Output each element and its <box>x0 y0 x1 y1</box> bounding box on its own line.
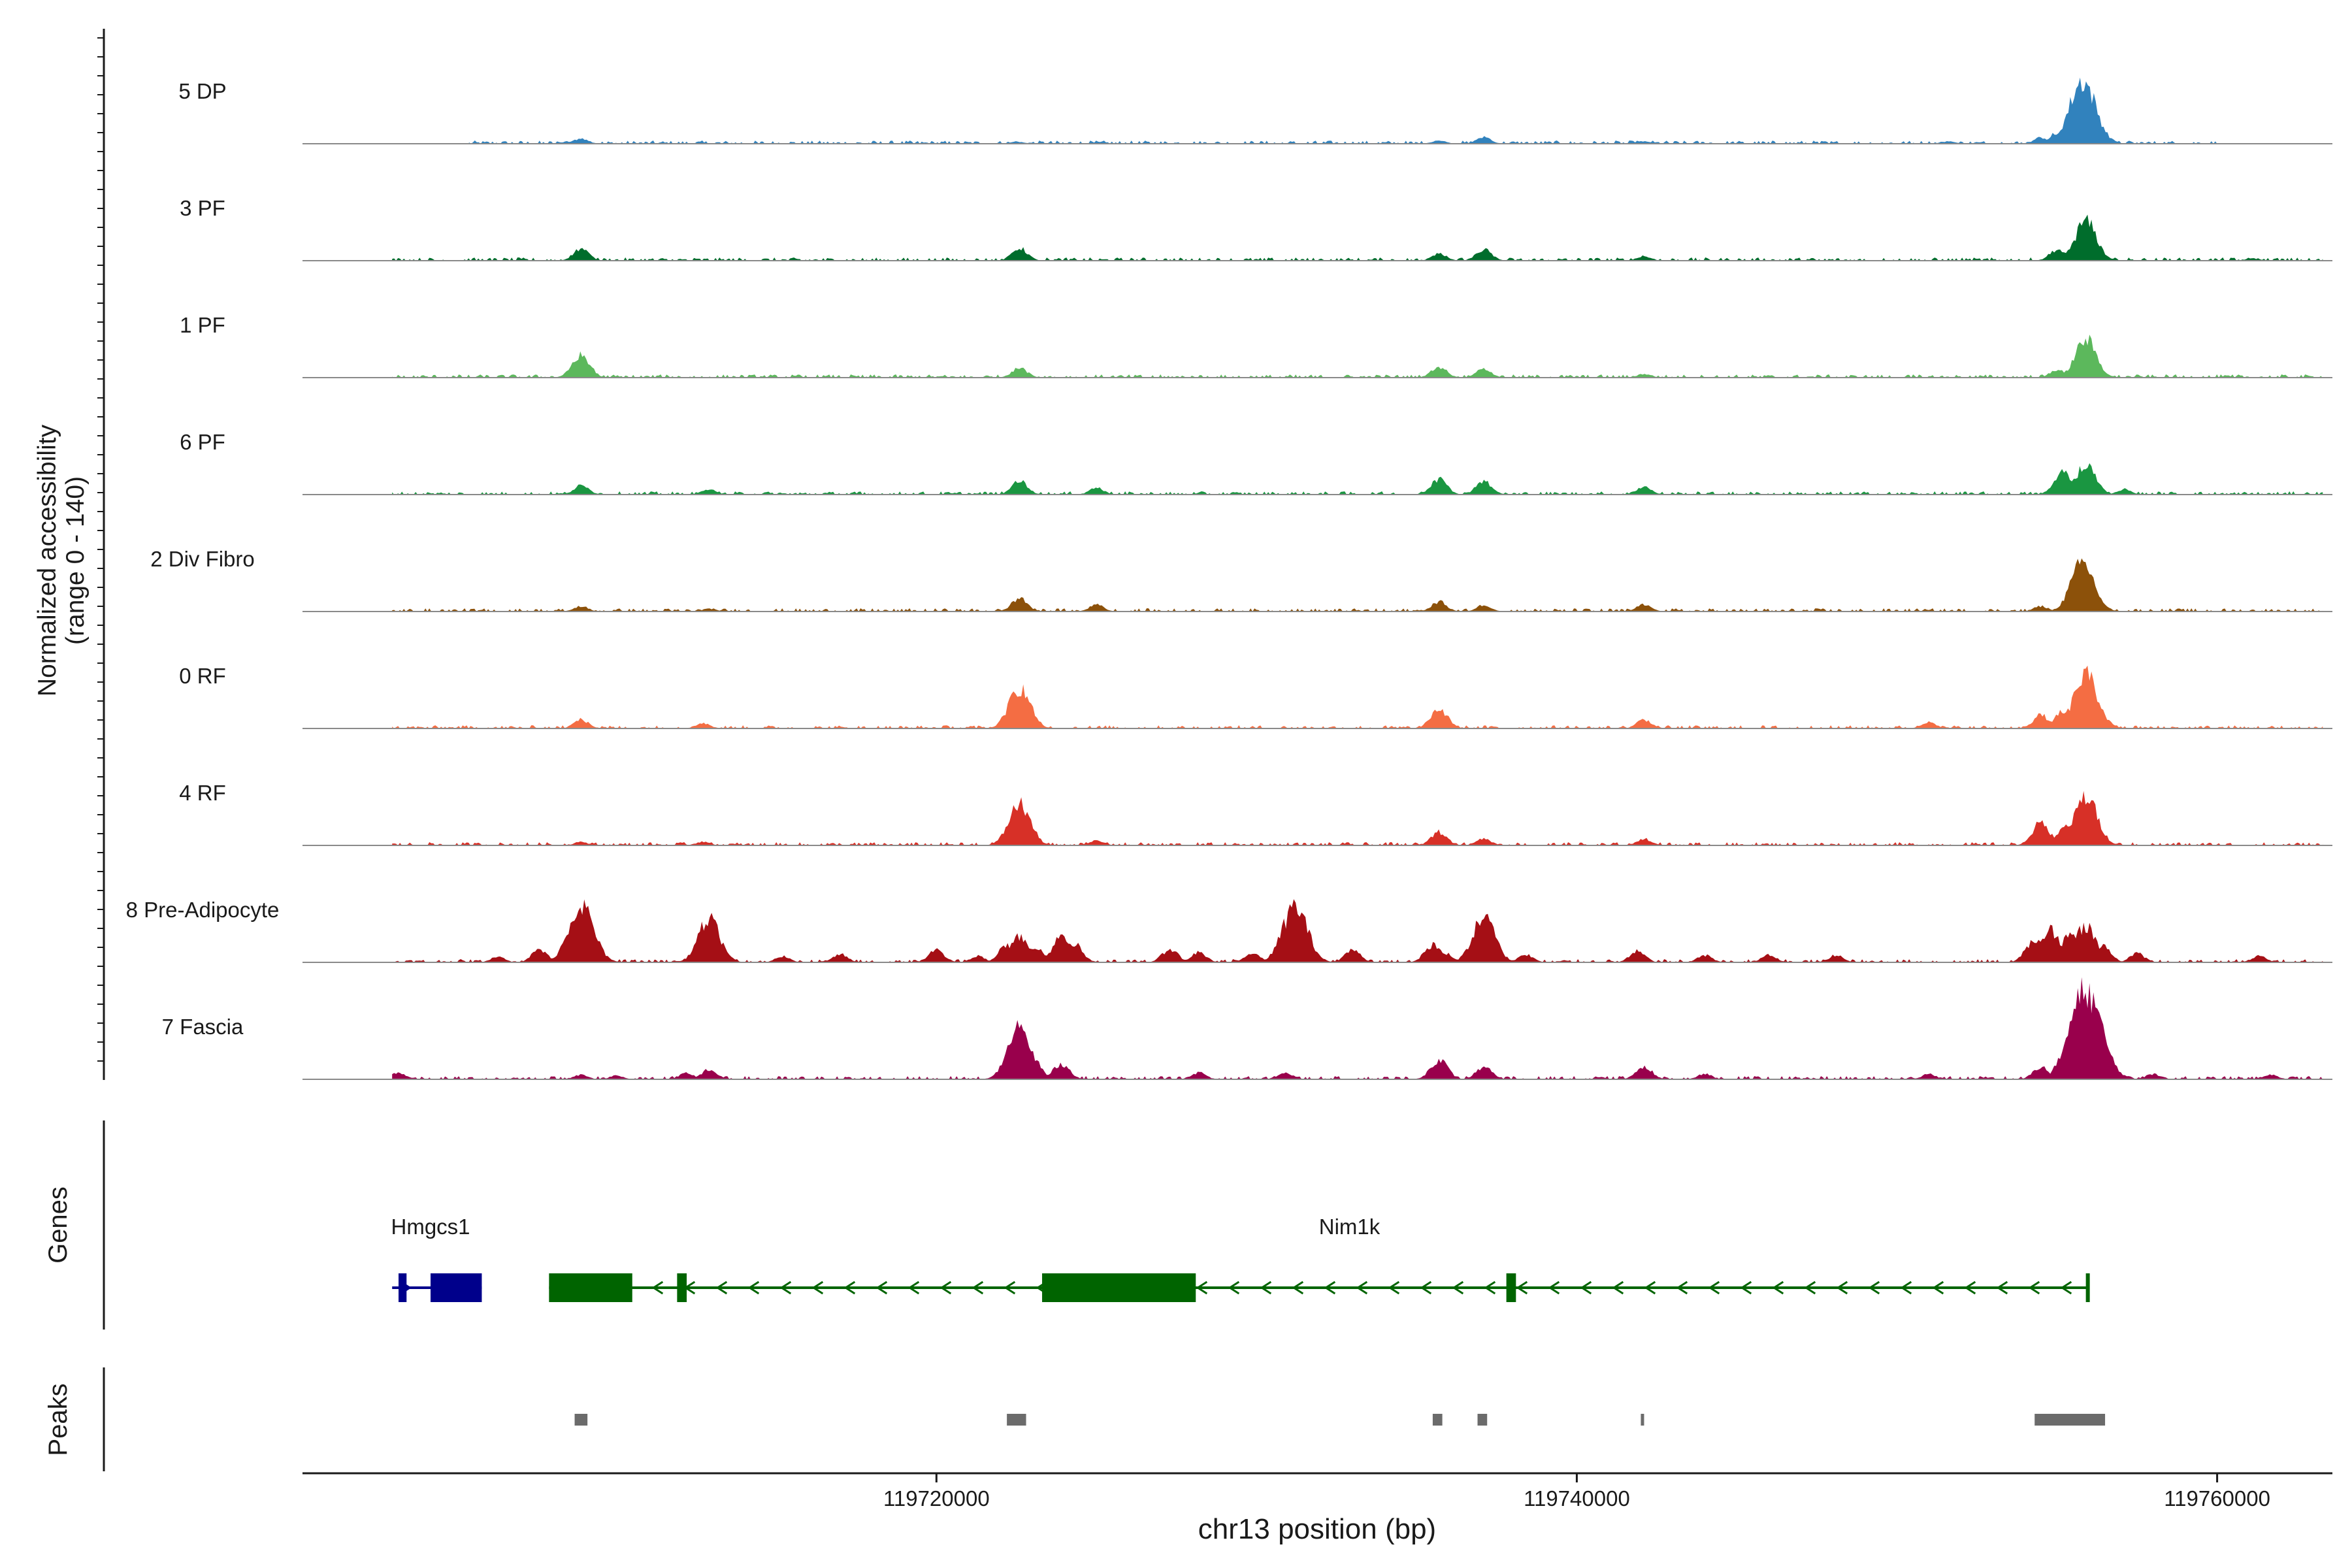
strand-arrow <box>1868 1281 1880 1295</box>
strand-arrow <box>843 1281 856 1295</box>
strand-arrow <box>1228 1281 1240 1295</box>
coverage-y-axis-ticks <box>97 37 104 1062</box>
peak-region <box>2034 1414 2106 1426</box>
coverage-track: 7 Fascia <box>162 977 2332 1080</box>
strand-arrow <box>1772 1281 1784 1295</box>
peaks-panel-label: Peaks <box>44 1383 73 1456</box>
x-axis-ticks: 119720000 119740000 119760000 <box>883 1473 2270 1511</box>
gene-exon <box>399 1273 407 1302</box>
coverage-area <box>392 665 2323 728</box>
strand-arrow <box>715 1281 728 1295</box>
gene-model: Hmgcs1 <box>391 1215 482 1302</box>
strand-arrow <box>1804 1281 1816 1295</box>
coverage-y-axis-label: Normalized accessibility <box>33 424 61 696</box>
strand-arrow <box>1324 1281 1336 1295</box>
gene-exon <box>1506 1273 1516 1302</box>
strand-arrow <box>1644 1281 1656 1295</box>
coverage-track: 6 PF <box>180 430 2332 495</box>
track-label: 3 PF <box>180 196 225 220</box>
strand-arrow <box>1612 1281 1624 1295</box>
strand-arrow <box>2060 1281 2072 1295</box>
strand-arrow <box>1292 1281 1304 1295</box>
track-label: 0 RF <box>179 664 226 688</box>
strand-arrow <box>972 1281 984 1295</box>
coverage-area <box>392 463 2323 495</box>
strand-arrow <box>1004 1281 1016 1295</box>
strand-arrow <box>1964 1281 1976 1295</box>
strand-arrow <box>651 1281 664 1295</box>
coverage-y-axis-range: (range 0 - 140) <box>61 476 90 645</box>
track-label: 5 DP <box>178 79 226 103</box>
x-tick-label: 119720000 <box>883 1486 990 1511</box>
strand-arrow <box>747 1281 760 1295</box>
x-tick-label: 119760000 <box>2164 1486 2270 1511</box>
gene-exon <box>1042 1273 1196 1302</box>
coverage-track: 3 PF <box>180 196 2332 261</box>
peak-region <box>574 1414 588 1426</box>
strand-arrow <box>939 1281 952 1295</box>
strand-arrow <box>1580 1281 1592 1295</box>
gene-label: Hmgcs1 <box>391 1215 470 1239</box>
strand-arrow <box>1676 1281 1688 1295</box>
strand-arrow <box>1388 1281 1400 1295</box>
coverage-track: 5 DP <box>178 77 2332 144</box>
strand-arrow <box>1996 1281 2008 1295</box>
coverage-area <box>392 214 2323 261</box>
track-label: 4 RF <box>179 781 226 805</box>
track-label: 6 PF <box>180 430 225 454</box>
peak-region <box>1477 1414 1488 1426</box>
gene-exon <box>677 1273 687 1302</box>
x-tick-label: 119740000 <box>1524 1486 1630 1511</box>
strand-arrow <box>1900 1281 1912 1295</box>
strand-arrow <box>1356 1281 1368 1295</box>
x-axis-label: chr13 position (bp) <box>1198 1513 1436 1545</box>
track-label: 7 Fascia <box>162 1015 244 1039</box>
gene-label: Nim1k <box>1319 1215 1380 1239</box>
strand-arrow <box>1836 1281 1848 1295</box>
strand-arrow <box>1484 1281 1496 1295</box>
coverage-track: 0 RF <box>179 664 2332 729</box>
strand-arrow <box>875 1281 888 1295</box>
strand-arrow <box>811 1281 824 1295</box>
genes-panel-label: Genes <box>44 1186 73 1264</box>
coverage-area <box>392 899 2323 962</box>
coverage-track: 4 RF <box>179 781 2332 846</box>
strand-arrow <box>1260 1281 1272 1295</box>
strand-arrow <box>2028 1281 2040 1295</box>
track-label: 8 Pre-Adipocyte <box>126 898 280 922</box>
strand-arrow <box>1420 1281 1432 1295</box>
strand-arrow <box>1196 1281 1208 1295</box>
peak-region-track <box>574 1414 2106 1426</box>
coverage-track: 1 PF <box>180 313 2332 378</box>
strand-arrow <box>779 1281 792 1295</box>
coverage-track: 8 Pre-Adipocyte <box>126 898 2332 963</box>
peak-region <box>1007 1414 1026 1426</box>
strand-arrow <box>1740 1281 1752 1295</box>
strand-arrow <box>1548 1281 1560 1295</box>
strand-arrow <box>1708 1281 1720 1295</box>
gene-exon <box>2085 1273 2090 1302</box>
gene-exon <box>431 1273 482 1302</box>
coverage-tracks: 5 DP 3 PF 1 PF 6 PF 2 Div Fibro 0 RF 4 RF 8 Pre… <box>126 77 2332 1080</box>
strand-arrow <box>1516 1281 1528 1295</box>
peak-region <box>1641 1414 1644 1426</box>
strand-arrow <box>907 1281 920 1295</box>
coverage-track: 2 Div Fibro <box>150 547 2332 612</box>
strand-arrow <box>1452 1281 1464 1295</box>
coverage-area <box>392 335 2323 378</box>
gene-model: Nim1k <box>549 1215 2090 1302</box>
gene-exon <box>549 1273 632 1302</box>
peak-region <box>1432 1414 1443 1426</box>
track-label: 1 PF <box>180 313 225 337</box>
strand-arrow <box>1932 1281 1944 1295</box>
track-label: 2 Div Fibro <box>150 547 255 571</box>
gene-annotation-track: Hmgcs1 Nim1k <box>391 1215 2090 1302</box>
